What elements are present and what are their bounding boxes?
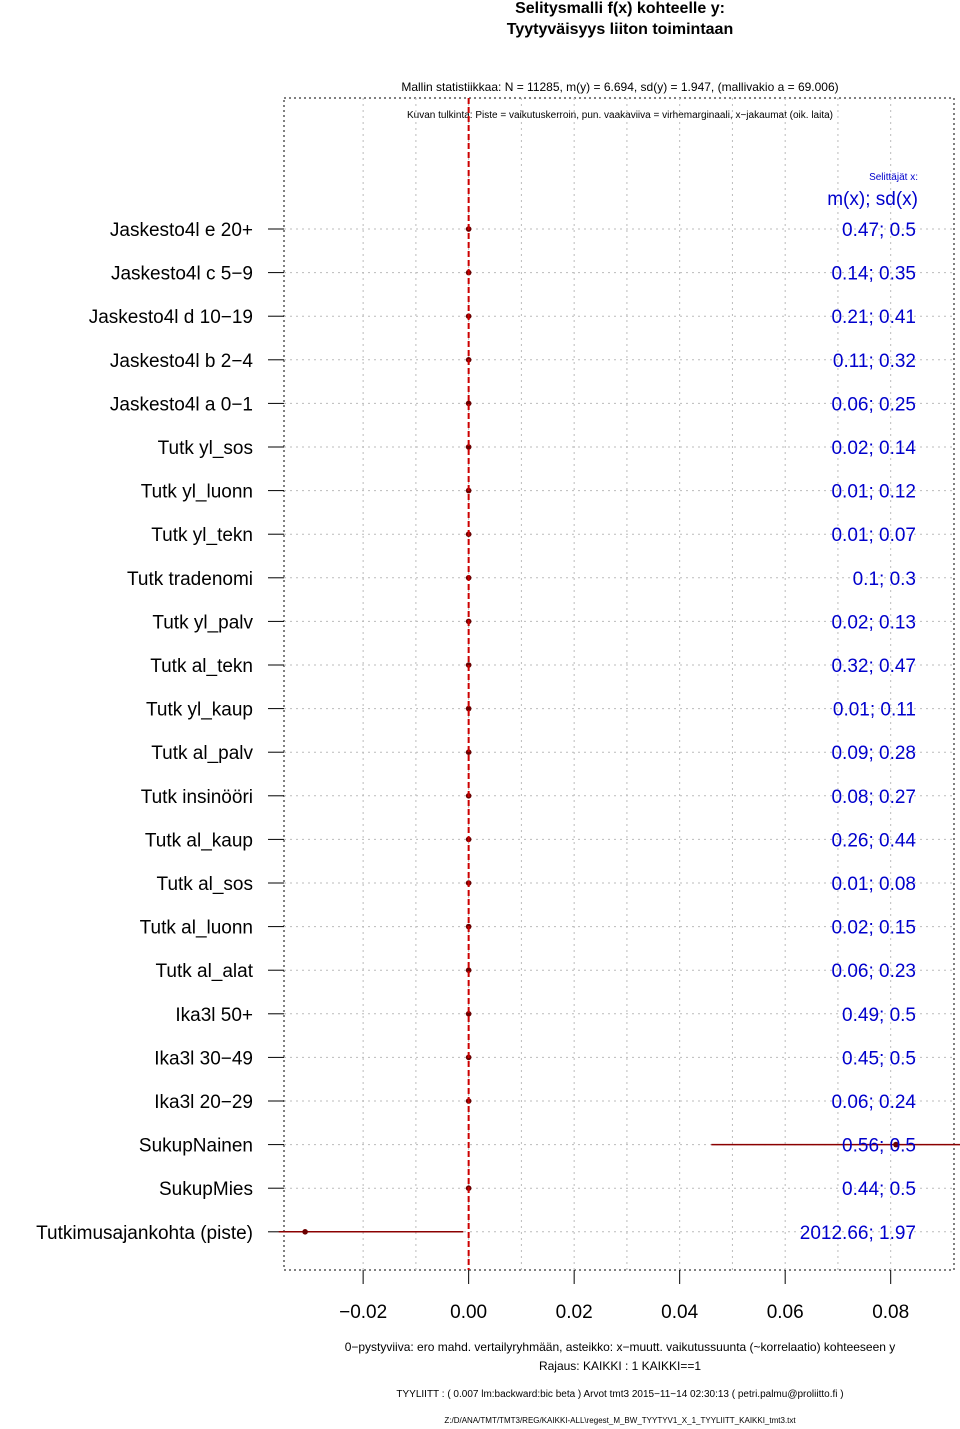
row-label: Tutkimusajankohta (piste): [36, 1223, 253, 1244]
row-mx-sd: 0.45; 0.5: [842, 1048, 916, 1069]
row-label: Tutk insinööri: [141, 787, 253, 808]
row-label: Tutk al_kaup: [145, 830, 253, 851]
x-tick-label: 0.08: [872, 1302, 909, 1323]
x-tick-label: 0.02: [556, 1302, 593, 1323]
footer-line-4: Z:/D/ANA/TMT/TMT3/REG/KAIKKI-ALL\regest_…: [444, 1416, 796, 1425]
row-mx-sd: 0.09; 0.28: [831, 743, 916, 764]
x-tick-label: 0.00: [450, 1302, 487, 1323]
row-mx-sd: 0.08; 0.27: [831, 787, 916, 808]
x-axis: −0.02 0.00 0.02 0.04 0.06 0.08: [339, 1270, 909, 1323]
coefficient-point: [465, 705, 472, 712]
row-label: SukupMies: [159, 1179, 253, 1200]
row-mx-sd: 0.47; 0.5: [842, 220, 916, 241]
row-label: Tutk yl_kaup: [146, 700, 253, 721]
row-mx-sd: 0.14; 0.35: [831, 264, 916, 285]
row-mx-sd: 0.02; 0.14: [831, 438, 916, 459]
row-label: Jaskesto4l c 5−9: [111, 264, 253, 285]
plot-frame: [283, 97, 955, 1271]
row-label: Tutk al_luonn: [140, 918, 253, 939]
row-label: Tutk al_sos: [157, 874, 253, 895]
footer-line-1: 0−pystyviiva: ero mahd. vertailyryhmään,…: [344, 1340, 896, 1354]
x-tick-label: 0.06: [767, 1302, 804, 1323]
row-mx-sd: 0.06; 0.25: [831, 394, 916, 415]
row-mx-sd: 0.06; 0.24: [831, 1092, 916, 1113]
row-mx-sd: 0.01; 0.08: [831, 874, 916, 895]
chart-title-line1: Selitysmalli f(x) kohteelle y:: [515, 0, 725, 17]
figure-legend: Kuvan tulkinta: Piste = vaikutuskerroin,…: [406, 110, 834, 121]
row-mx-sd: 2012.66; 1.97: [800, 1223, 916, 1244]
row-mx-sd: 0.01; 0.07: [831, 525, 916, 546]
row-mx-sd: 0.06; 0.23: [831, 961, 916, 982]
model-stats: Mallin statistiikkaa: N = 11285, m(y) = …: [401, 80, 839, 94]
row-mx-sd: 0.11; 0.32: [833, 351, 916, 372]
row-label: Ika3l 50+: [175, 1005, 253, 1026]
row-mx-sd: 0.21; 0.41: [831, 307, 916, 328]
row-mx-sd: 0.1; 0.3: [853, 569, 916, 590]
coefficient-point: [465, 444, 472, 450]
row-label: Tutk al_tekn: [150, 656, 253, 677]
coefficient-rows: Jaskesto4l e 20+ 0.47; 0.5 Jaskesto4l c 5−…: [36, 220, 960, 1244]
row-label: Jaskesto4l a 0−1: [110, 394, 253, 415]
coefficient-point: [465, 1011, 472, 1017]
row-label: Tutk yl_luonn: [141, 482, 253, 503]
row-mx-sd: 0.01; 0.11: [833, 700, 916, 721]
coefficient-point: [465, 400, 472, 407]
footer-line-2: Rajaus: KAIKKI : 1 KAIKKI==1: [538, 1359, 702, 1373]
row-label: SukupNainen: [139, 1136, 253, 1157]
row-label: Ika3l 20−29: [154, 1092, 253, 1113]
coefficient-point: [302, 1229, 308, 1235]
coefficient-point: [893, 1141, 899, 1148]
side-header-small: Selittäjät x:: [869, 172, 918, 183]
row-mx-sd: 0.56; 0.5: [842, 1136, 916, 1157]
row-mx-sd: 0.32; 0.47: [831, 656, 916, 677]
row-mx-sd: 0.01; 0.12: [831, 482, 916, 503]
row-label: Jaskesto4l d 10−19: [89, 307, 253, 328]
row-label: Jaskesto4l e 20+: [110, 220, 253, 241]
row-label: Ika3l 30−49: [154, 1048, 253, 1069]
footer-line-3: TYYLIITT : ( 0.007 lm:backward:bic beta …: [396, 1389, 844, 1400]
row-label: Tutk yl_sos: [158, 438, 253, 459]
coefficient-point: [465, 749, 472, 755]
row-label: Tutk al_palv: [151, 743, 253, 764]
x-tick-label: −0.02: [339, 1302, 387, 1323]
side-header-big: m(x); sd(x): [827, 189, 918, 210]
row-label: Jaskesto4l b 2−4: [110, 351, 254, 372]
coefficient-point: [465, 967, 472, 973]
row-mx-sd: 0.26; 0.44: [831, 830, 916, 851]
row-label: Tutk yl_tekn: [151, 525, 253, 546]
row-mx-sd: 0.49; 0.5: [842, 1005, 916, 1026]
chart-title-line2: Tyytyväisyys liiton toimintaan: [506, 21, 734, 38]
x-tick-label: 0.04: [661, 1302, 698, 1323]
row-mx-sd: 0.02; 0.13: [831, 612, 916, 633]
row-label: Tutk al_alat: [155, 961, 253, 982]
row-label: Tutk tradenomi: [127, 569, 253, 590]
row-mx-sd: 0.02; 0.15: [831, 918, 916, 939]
row-mx-sd: 0.44; 0.5: [842, 1179, 916, 1200]
row-label: Tutk yl_palv: [152, 612, 253, 633]
